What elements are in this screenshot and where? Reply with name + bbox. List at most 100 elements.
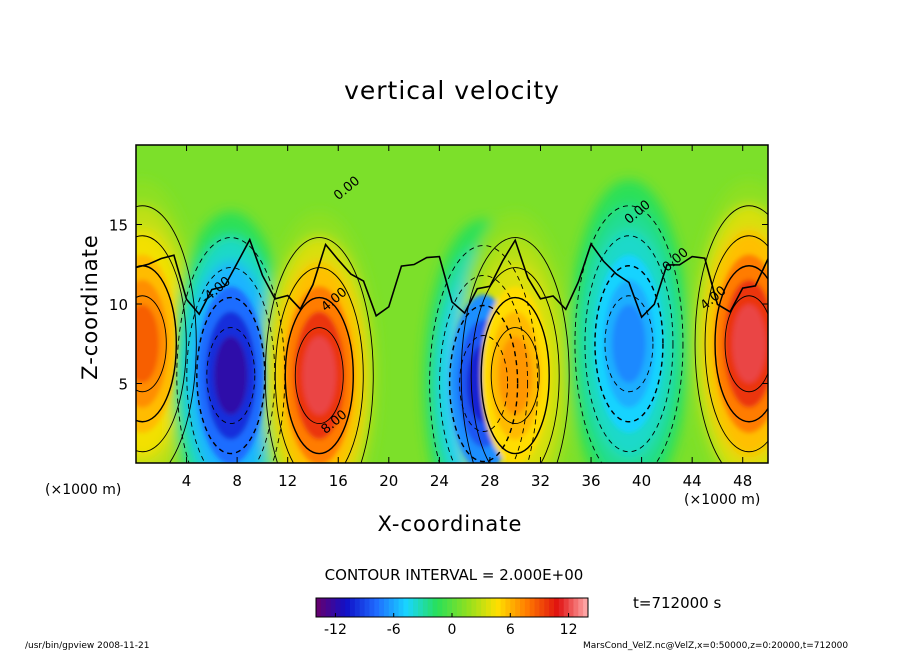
- x-tick-label-4: 20: [379, 472, 398, 490]
- contour-line-4-4: [460, 237, 570, 463]
- colorbar-segment-29: [456, 598, 463, 617]
- chart-title: vertical velocity: [344, 76, 560, 105]
- contour-line-6-3: [704, 235, 768, 453]
- x-axis-label: X-coordinate: [377, 512, 523, 536]
- colorbar-segment-24: [432, 598, 438, 617]
- contour-line-4-1: [490, 327, 540, 424]
- x-unit-label-left: (×1000 m): [45, 482, 122, 498]
- contour-interval-label: CONTOUR INTERVAL = 2.000E+00: [324, 566, 584, 584]
- colorbar-segment-22: [422, 598, 429, 617]
- colorbar-segment-48: [549, 598, 555, 617]
- contour-line-2-2: [284, 296, 354, 455]
- colorbar-segment-16: [393, 598, 400, 617]
- colorbar-segment-13: [379, 598, 385, 617]
- contour-line-5-4: [574, 205, 684, 463]
- velocity-cell-6-level-5: [732, 304, 766, 383]
- colorbar-segment-19: [408, 598, 414, 617]
- colorbar-segment-23: [427, 598, 434, 617]
- colorbar-segment-20: [413, 598, 419, 617]
- contour-line-1-3: [186, 267, 276, 463]
- contour-line-4-3: [470, 267, 560, 463]
- colorbar-segment-30: [461, 598, 468, 617]
- colorbar-segment-47: [544, 598, 550, 617]
- colorbar-segment-35: [486, 598, 492, 617]
- x-axis: 4 8 12 16 20 24 28 32 36 40 44 48: [182, 145, 752, 490]
- x-unit-label-right: (×1000 m): [684, 492, 761, 508]
- contour-line-5-2: [594, 265, 664, 423]
- colorbar-tick-label-0: -12: [324, 622, 347, 638]
- x-tick-label-10: 44: [683, 472, 702, 490]
- colorbar-segment-45: [534, 598, 540, 617]
- colorbar-segment-18: [403, 598, 409, 617]
- colorbar-segment-8: [354, 598, 361, 617]
- contour-line-2-3: [274, 267, 364, 463]
- x-tick-label-9: 40: [632, 472, 651, 490]
- colorbar-segment-11: [369, 598, 375, 617]
- colorbar-segment-21: [418, 598, 424, 617]
- colorbar-segment-9: [359, 598, 366, 617]
- velocity-cell-1-level-5: [214, 336, 248, 415]
- colorbar-segment-46: [539, 598, 545, 617]
- footer-right-text: MarsCond_VelZ.nc@VelZ,x=0:50000,z=0:2000…: [583, 641, 849, 651]
- colorbar-tick-label-1: -6: [387, 622, 401, 638]
- colorbar-segment-40: [510, 598, 516, 617]
- colorbar-segment-55: [583, 598, 589, 617]
- colorbar-segment-14: [384, 598, 390, 617]
- y-tick-label-1: 10: [109, 296, 128, 314]
- zero-contour-line: [136, 237, 768, 319]
- contour-line-0-3: [136, 235, 187, 453]
- colorbar-segment-50: [558, 598, 565, 617]
- x-tick-label-7: 32: [531, 472, 550, 490]
- x-tick-label-5: 24: [430, 472, 449, 490]
- colorbar-segment-54: [578, 598, 584, 617]
- colorbar-segment-1: [320, 598, 327, 617]
- contour-line-1-1: [206, 327, 256, 424]
- colorbar: -12 -6 0 6 12: [315, 597, 589, 638]
- colorbar-segment-42: [520, 598, 526, 617]
- y-tick-label-0: 5: [118, 376, 128, 394]
- x-tick-label-0: 4: [182, 472, 192, 490]
- colorbar-segment-7: [350, 598, 356, 617]
- contour-line-1-2: [196, 296, 266, 455]
- footer-left-text: /usr/bin/gpview 2008-11-21: [25, 641, 150, 651]
- colorbar-segment-51: [563, 598, 570, 617]
- contour-line-3-3: [439, 275, 529, 463]
- colorbar-segment-33: [476, 598, 482, 617]
- contour-line-6-2: [714, 265, 768, 423]
- x-tick-label-1: 8: [232, 472, 242, 490]
- colorbar-segment-26: [442, 598, 448, 617]
- contour-line-5-3: [584, 235, 674, 453]
- colorbar-tick-label-2: 0: [448, 622, 457, 638]
- contour-line-3-4: [429, 245, 539, 463]
- colorbar-segment-28: [452, 598, 458, 617]
- colorbar-segment-10: [364, 598, 370, 617]
- contour-line-6-1: [724, 295, 768, 393]
- colorbar-segment-43: [524, 598, 531, 617]
- contour-line-3-2: [448, 304, 519, 463]
- contour-line-6-4: [694, 205, 768, 463]
- colorbar-segment-41: [515, 598, 521, 617]
- colorbar-segment-17: [398, 598, 404, 617]
- colorbar-segment-6: [345, 598, 351, 617]
- colorbar-segment-38: [500, 598, 506, 617]
- colorbar-segment-49: [554, 598, 560, 617]
- plot-area: 0.004.00-4.008.000.000.004.00: [136, 145, 768, 463]
- colorbar-segment-0: [316, 598, 322, 617]
- colorbar-segment-3: [330, 598, 336, 617]
- x-tick-label-11: 48: [733, 472, 752, 490]
- colorbar-segment-15: [388, 598, 395, 617]
- x-tick-label-8: 36: [581, 472, 600, 490]
- colorbar-tick-label-3: 6: [506, 622, 515, 638]
- contour-line-0-4: [136, 205, 197, 463]
- colorbar-segment-32: [471, 598, 477, 617]
- colorbar-segment-4: [335, 598, 341, 617]
- x-tick-label-6: 28: [480, 472, 499, 490]
- velocity-cell-5-level-5: [612, 304, 646, 383]
- contour-line-3-1: [459, 335, 509, 432]
- colorbar-segment-25: [437, 598, 443, 617]
- contour-line-4-2: [480, 296, 550, 455]
- contour-line-2-1: [294, 327, 344, 424]
- y-tick-label-2: 15: [109, 217, 128, 235]
- y-axis: 5 10 15: [109, 217, 768, 394]
